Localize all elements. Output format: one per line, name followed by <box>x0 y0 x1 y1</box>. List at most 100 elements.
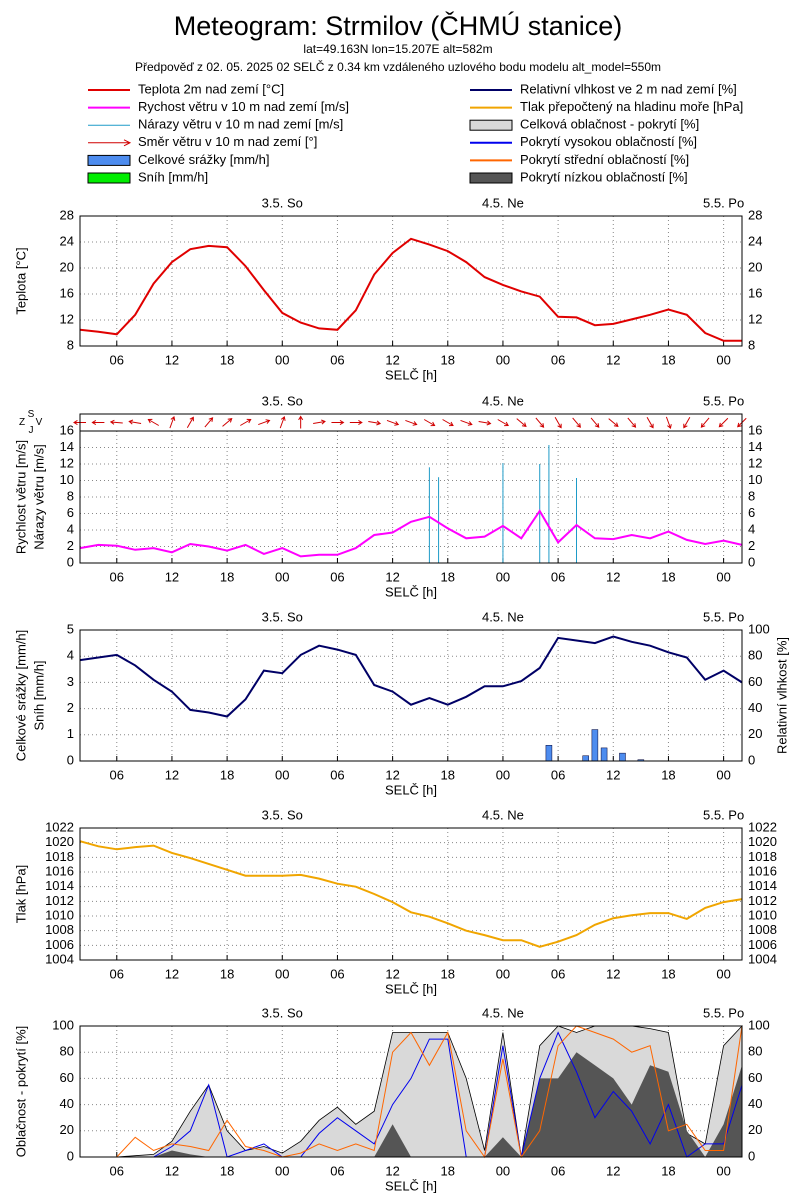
wind-arrow <box>169 415 176 429</box>
x-tick-label: 12 <box>606 1163 620 1178</box>
day-label: 5.5. Po <box>703 195 744 210</box>
x-tick-label: 18 <box>220 1163 234 1178</box>
y-tick-label: 60 <box>60 1070 74 1085</box>
y-tick-label: 1018 <box>45 849 74 864</box>
x-tick-label: 00 <box>716 352 730 367</box>
legend-label: Teplota 2m nad zemí [°C] <box>138 81 284 96</box>
y-tick-label-right: 80 <box>748 1044 762 1059</box>
y-tick-label-right: 16 <box>748 422 762 437</box>
wind-arrow <box>331 420 345 425</box>
y-tick-label: 28 <box>60 207 74 222</box>
x-tick-label: 18 <box>220 352 234 367</box>
x-tick-label: 00 <box>496 966 510 981</box>
y-tick-label-right: 1018 <box>748 849 777 864</box>
y-tick-label-right: 16 <box>748 285 762 300</box>
y-axis-label: Teplota [°C] <box>13 247 28 314</box>
y-tick-label: 16 <box>60 422 74 437</box>
x-tick-label: 18 <box>441 352 455 367</box>
y-tick-label: 1014 <box>45 878 74 893</box>
y-axis-label: Nárazy větru [m/s] <box>31 444 46 549</box>
wind-arrow <box>646 417 654 429</box>
y-tick-label-right: 8 <box>748 488 755 503</box>
y-tick-label-right: 28 <box>748 207 762 222</box>
compass-label: S <box>28 409 35 420</box>
wind-arrow <box>423 419 436 427</box>
y-tick-label-right: 60 <box>748 1070 762 1085</box>
legend-label: Pokrytí střední oblačností [%] <box>520 152 689 167</box>
x-tick-label: 00 <box>496 767 510 782</box>
day-label: 4.5. Ne <box>482 1005 524 1020</box>
day-label: 3.5. So <box>262 807 303 822</box>
plot-frame <box>79 215 743 347</box>
x-axis-label: SELČ [h] <box>385 367 437 382</box>
day-label: 4.5. Ne <box>482 393 524 408</box>
y-axis-label: Sníh [mm/h] <box>31 660 46 730</box>
day-label: 4.5. Ne <box>482 807 524 822</box>
forecast-info: Předpověď z 02. 05. 2025 02 SELČ z 0.34 … <box>135 59 661 74</box>
x-tick-label: 06 <box>110 1163 124 1178</box>
x-tick-label: 00 <box>275 1163 289 1178</box>
wind-arrow <box>147 418 160 426</box>
legend-swatch <box>88 139 132 147</box>
y2-tick-label: 80 <box>748 648 762 663</box>
x-tick-label: 18 <box>220 966 234 981</box>
series-line <box>79 509 743 558</box>
x-tick-label: 12 <box>606 352 620 367</box>
y-tick-label: 8 <box>67 488 74 503</box>
day-label: 3.5. So <box>262 609 303 624</box>
legend-label: Pokrytí vysokou oblačností [%] <box>520 134 697 149</box>
y-tick-label: 80 <box>60 1044 74 1059</box>
x-tick-label: 06 <box>110 569 124 584</box>
x-tick-label: 06 <box>330 1163 344 1178</box>
legend-label: Rychost větru v 10 m nad zemí [m/s] <box>138 99 349 114</box>
series-line <box>80 1031 743 1158</box>
x-tick-label: 00 <box>496 569 510 584</box>
x-tick-label: 18 <box>661 966 675 981</box>
y-axis-label: Rychlost větru [m/s] <box>13 440 28 554</box>
y2-tick-label: 60 <box>748 674 762 689</box>
x-axis-label: SELČ [h] <box>385 782 437 797</box>
x-tick-label: 18 <box>220 569 234 584</box>
y-tick-label-right: 1006 <box>748 937 777 952</box>
series-line <box>80 1025 743 1159</box>
legend-swatch <box>469 119 513 131</box>
y-tick-label: 2 <box>67 538 74 553</box>
y-tick-label-right: 1012 <box>748 893 777 908</box>
wind-arrow <box>460 419 473 426</box>
x-tick-label: 12 <box>165 352 179 367</box>
x-tick-label: 00 <box>275 569 289 584</box>
legend-label: Sníh [mm/h] <box>138 169 208 184</box>
legend-label: Tlak přepočtený na hladinu moře [hPa] <box>520 99 743 114</box>
y-tick-label-right: 8 <box>748 337 755 352</box>
y-tick-label-right: 14 <box>748 439 762 454</box>
y2-tick-label: 0 <box>748 752 755 767</box>
wind-arrow <box>554 417 562 429</box>
x-tick-label: 18 <box>661 1163 675 1178</box>
wind-arrow <box>718 417 729 428</box>
wind-arrow <box>478 420 492 426</box>
wind-arrow <box>683 417 691 429</box>
wind-arrow <box>700 417 710 428</box>
x-tick-label: 00 <box>716 1163 730 1178</box>
y-tick-label-right: 12 <box>748 455 762 470</box>
wind-arrow <box>572 417 581 428</box>
x-tick-label: 06 <box>551 569 565 584</box>
x-tick-label: 18 <box>441 569 455 584</box>
precip-bar <box>591 729 599 762</box>
x-tick-label: 12 <box>606 767 620 782</box>
x-tick-label: 12 <box>385 966 399 981</box>
legend-label: Relativní vlhkost ve 2 m nad zemí [%] <box>520 81 737 96</box>
compass-label: V <box>36 417 43 428</box>
y-tick-label: 40 <box>60 1096 74 1111</box>
x-axis-label: SELČ [h] <box>385 1178 437 1193</box>
day-label: 5.5. Po <box>703 807 744 822</box>
legend-swatch <box>87 154 131 166</box>
y-tick-label: 14 <box>60 439 74 454</box>
y2-tick-label: 40 <box>748 700 762 715</box>
y-tick-label-right: 10 <box>748 472 762 487</box>
y-tick-label: 20 <box>60 259 74 274</box>
y-axis-label: Oblačnost - pokrytí [%] <box>13 1026 28 1158</box>
